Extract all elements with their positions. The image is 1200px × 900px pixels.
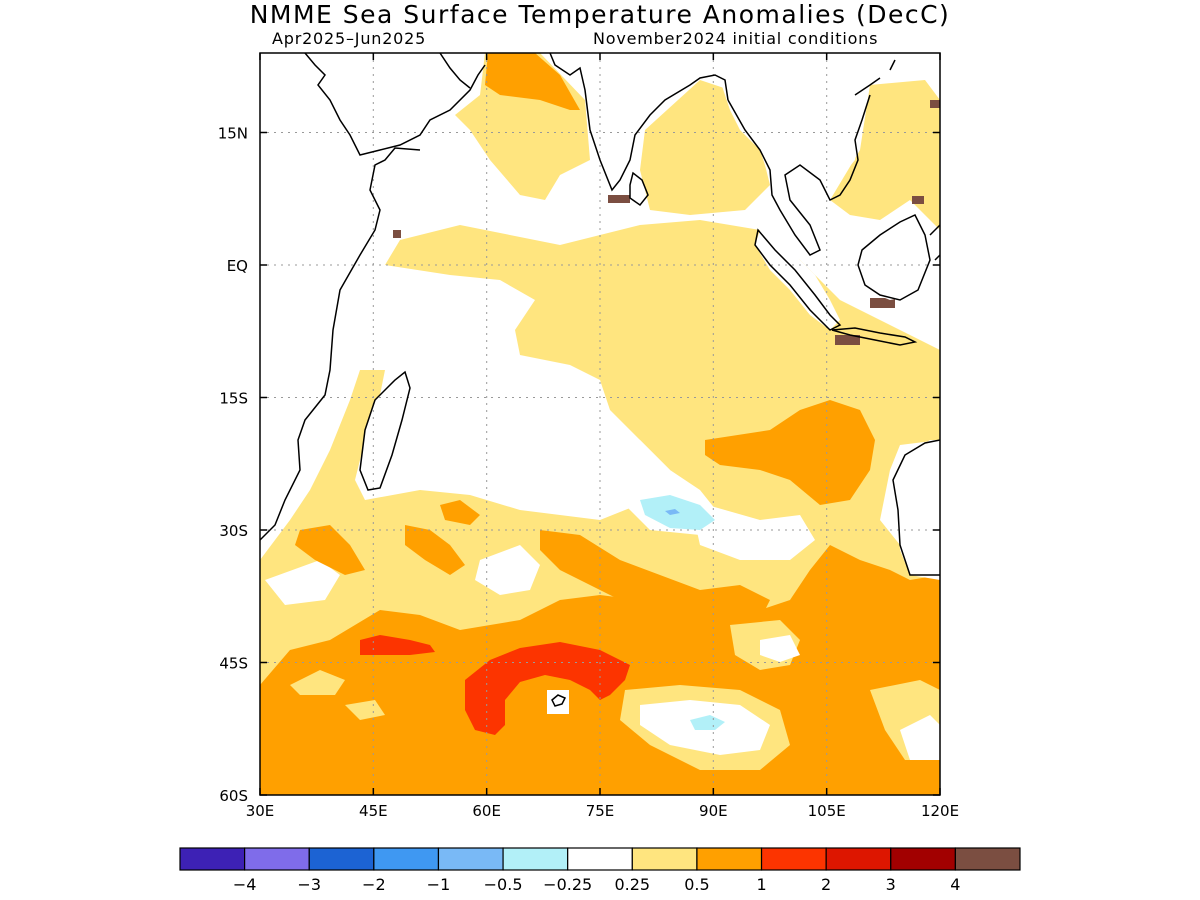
anomaly-region-orange-blob-3 xyxy=(440,500,480,525)
map-subtitle-period: Apr2025–Jun2025 xyxy=(272,29,426,48)
grid-lines xyxy=(260,53,940,795)
coastline-madagascar xyxy=(359,370,411,491)
coastline-java xyxy=(831,327,918,346)
anomaly-region-white-patch-3 xyxy=(760,635,800,662)
anomaly-region-white-central xyxy=(690,500,815,560)
coastline-sri-lanka xyxy=(629,171,649,207)
coastline-gulf xyxy=(439,53,471,89)
colorbar-label: −3 xyxy=(297,875,321,894)
land-sumatra xyxy=(755,230,840,330)
colorbar-swatch xyxy=(244,847,310,871)
colorbar-swatch xyxy=(890,847,956,871)
colorbar-swatch xyxy=(308,847,375,871)
coastline-kerguelen xyxy=(551,694,567,707)
colorbar-label: 0.5 xyxy=(684,875,709,894)
land-australia xyxy=(893,440,940,580)
x-tick-label: 60E xyxy=(472,802,501,820)
y-tick-label: EQ xyxy=(227,257,248,275)
colorbar-swatch xyxy=(696,847,763,871)
anomaly-region-white-patch-2 xyxy=(900,715,940,760)
colorbar-swatch xyxy=(631,847,698,871)
y-tick-label: 15N xyxy=(218,125,248,143)
anomaly-spot-brown-1 xyxy=(608,195,630,203)
colorbar-swatch xyxy=(567,847,633,871)
coastline-borneo xyxy=(857,214,931,301)
map-subtitle-initial-conditions: November2024 initial conditions xyxy=(593,29,878,48)
anomaly-region-blue-spot xyxy=(665,509,680,515)
coastline-sulawesi xyxy=(929,224,940,261)
anomaly-region-yellow-patch-2 xyxy=(345,700,385,720)
coastlines xyxy=(260,53,940,707)
land-india xyxy=(550,53,660,195)
anomaly-region-orange-southeast xyxy=(705,400,875,505)
colorbar: −4 −3 −2 −1 −0.5 −0.25 0.25 0.5 1 2 3 4 xyxy=(179,847,1021,894)
anomaly-region-red-southwest xyxy=(360,635,435,655)
colorbar-swatch xyxy=(825,847,892,871)
x-tick-label: 105E xyxy=(808,802,846,820)
x-axis-ticks: 30E 45E 60E 75E 90E 105E 120E xyxy=(246,53,959,820)
colorbar-label: −1 xyxy=(427,875,451,894)
y-tick-label: 15S xyxy=(219,390,248,408)
y-tick-label: 30S xyxy=(219,522,248,540)
colorbar-swatch xyxy=(437,847,504,871)
anomaly-region-orange-south-arc xyxy=(540,530,770,625)
x-tick-label: 90E xyxy=(699,802,728,820)
anomaly-region-white-south xyxy=(470,380,720,535)
colorbar-swatch xyxy=(373,847,440,871)
x-tick-label: 75E xyxy=(586,802,615,820)
colorbar-label: −0.25 xyxy=(543,875,592,894)
anomaly-region-light-yellow-maritime xyxy=(830,80,940,230)
coastline-arabia-africa xyxy=(260,53,486,541)
anomaly-region-cyan-south xyxy=(690,715,725,730)
coastline-se-asia xyxy=(727,94,871,256)
x-tick-label: 30E xyxy=(246,802,275,820)
land-kerguelen-box xyxy=(547,690,569,714)
colorbar-label: −4 xyxy=(233,875,257,894)
colorbar-label: 3 xyxy=(886,875,896,894)
anomaly-region-white-southwest-2 xyxy=(265,560,340,605)
anomaly-spot-brown-5 xyxy=(930,100,940,108)
colorbar-label: 4 xyxy=(950,875,960,894)
colorbar-swatch xyxy=(760,847,827,871)
anomaly-region-yellow-patch-1 xyxy=(290,670,345,695)
anomaly-region-red-south xyxy=(465,642,630,735)
y-axis-ticks: 15N EQ 15S 30S 45S 60S xyxy=(218,125,940,805)
land-borneo xyxy=(855,215,930,300)
colorbar-label: 2 xyxy=(821,875,831,894)
anomaly-spot-brown-6 xyxy=(393,230,401,238)
y-tick-label: 45S xyxy=(219,655,248,673)
colorbar-label: 0.25 xyxy=(614,875,650,894)
colorbar-label: −0.5 xyxy=(484,875,523,894)
anomaly-region-white-southwest xyxy=(475,545,540,595)
colorbar-label: 1 xyxy=(756,875,766,894)
anomaly-spot-brown-3 xyxy=(835,335,860,345)
anomaly-region-orange-arabian xyxy=(485,53,580,110)
colorbar-swatch xyxy=(502,847,569,871)
land-madagascar xyxy=(360,372,410,490)
coastline-australia xyxy=(892,439,940,576)
coastline-sumatra xyxy=(754,228,842,331)
anomaly-spot-brown-2 xyxy=(870,298,895,308)
x-tick-label: 45E xyxy=(359,802,388,820)
anomaly-region-orange-blob-1 xyxy=(295,525,365,575)
colorbar-swatch xyxy=(954,847,1021,871)
anomaly-region-orange-blob-2 xyxy=(405,525,465,575)
map-title: NMME Sea Surface Temperature Anomalies (… xyxy=(250,0,951,29)
land-africa-arabia xyxy=(260,53,485,540)
colorbar-label: −2 xyxy=(362,875,386,894)
anomaly-spot-brown-4 xyxy=(912,196,924,204)
coastline-india xyxy=(549,53,729,192)
coastline-hainan-philippines xyxy=(854,59,896,96)
y-tick-label: 60S xyxy=(219,787,248,805)
land-southeast-asia xyxy=(700,53,860,225)
x-tick-label: 120E xyxy=(921,802,959,820)
colorbar-swatch xyxy=(179,847,246,871)
